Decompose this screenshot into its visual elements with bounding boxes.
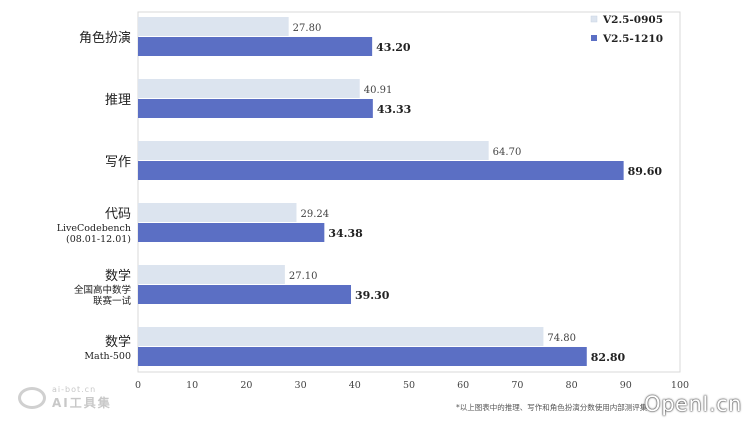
value-label-V2.5-0905-3: 29.24 (300, 209, 329, 220)
x-tick-label-90: 90 (620, 380, 632, 391)
value-label-V2.5-1210-0: 43.20 (376, 41, 411, 54)
x-tick-label-40: 40 (349, 380, 361, 391)
x-tick-label-20: 20 (240, 380, 252, 391)
x-tick-label-30: 30 (295, 380, 307, 391)
bar-V2.5-0905-5 (138, 327, 544, 346)
category-sublabel-3-2: (08.01-12.01) (66, 234, 131, 245)
category-label-2: 写作 (105, 155, 131, 170)
category-sublabel-4-1: 全国高中数学 (74, 284, 131, 296)
category-sublabel-5-1: Math-500 (84, 351, 131, 362)
bar-V2.5-0905-1 (138, 79, 360, 98)
category-label-5: 数学 (105, 334, 131, 350)
value-label-V2.5-0905-1: 40.91 (364, 85, 393, 96)
x-tick-label-10: 10 (186, 380, 198, 391)
value-label-V2.5-0905-0: 27.80 (293, 23, 322, 34)
legend-label-V2.5-0905: V2.5-0905 (602, 14, 663, 26)
category-label-4: 数学 (105, 268, 131, 284)
value-label-V2.5-0905-2: 64.70 (493, 147, 522, 158)
category-label-0: 角色扮演 (79, 30, 131, 46)
value-label-V2.5-1210-5: 82.80 (591, 351, 626, 364)
value-label-V2.5-1210-2: 89.60 (628, 165, 663, 178)
watermark-logo: ai-bot.cn AI工具集 (18, 385, 112, 411)
value-label-V2.5-1210-1: 43.33 (377, 103, 411, 116)
x-tick-label-0: 0 (135, 380, 141, 391)
bar-V2.5-1210-2 (138, 161, 624, 180)
value-label-V2.5-0905-5: 74.80 (547, 333, 576, 344)
bar-V2.5-0905-0 (138, 17, 289, 36)
x-tick-label-100: 100 (671, 380, 689, 391)
bar-V2.5-0905-3 (138, 203, 297, 222)
plot-frame (137, 11, 681, 373)
watermark-site: OpenI.cn (644, 392, 742, 416)
bar-V2.5-1210-3 (138, 223, 325, 242)
x-tick-label-60: 60 (457, 380, 469, 391)
bar-V2.5-1210-5 (138, 347, 587, 366)
legend-swatch-V2.5-0905 (590, 15, 598, 23)
x-tick-label-50: 50 (403, 380, 415, 391)
value-label-V2.5-1210-3: 34.38 (328, 227, 363, 240)
watermark-brand: AI工具集 (52, 396, 112, 410)
value-label-V2.5-0905-4: 27.10 (289, 271, 318, 282)
watermark-url: ai-bot.cn (52, 385, 97, 394)
bar-V2.5-1210-0 (138, 37, 373, 56)
robot-icon (18, 387, 46, 409)
footnote: *以上图表中的推理、写作和角色扮演分数使用内部测评集 (456, 403, 648, 412)
bar-V2.5-1210-1 (138, 99, 373, 118)
category-sublabel-4-2: 联赛一试 (93, 295, 132, 307)
category-label-3: 代码 (105, 207, 131, 222)
legend-label-V2.5-1210: V2.5-1210 (602, 33, 663, 45)
value-label-V2.5-1210-4: 39.30 (355, 289, 390, 302)
x-tick-label-80: 80 (566, 380, 578, 391)
x-tick-label-70: 70 (511, 380, 523, 391)
bar-V2.5-1210-4 (138, 285, 352, 304)
legend-swatch-V2.5-1210 (591, 35, 597, 41)
category-sublabel-3-1: LiveCodebench (57, 223, 131, 234)
bar-V2.5-0905-2 (138, 141, 489, 160)
bar-V2.5-0905-4 (138, 265, 285, 284)
category-label-1: 推理 (105, 93, 131, 108)
